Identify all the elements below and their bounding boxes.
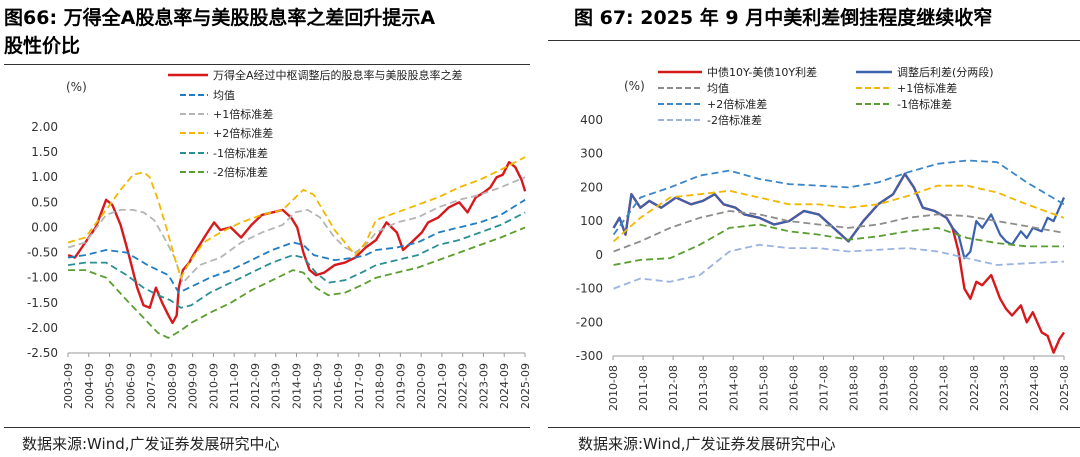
- legend-label-4: -1倍标准差: [213, 146, 268, 160]
- x-tick-label: 2020-09: [415, 363, 428, 409]
- left-source-rule: [4, 427, 530, 428]
- y-tick-label: 0.50: [31, 195, 58, 209]
- series-line-0: [67, 160, 527, 325]
- x-tick-label: 2020-08: [908, 365, 921, 411]
- x-tick-label: 2005-09: [104, 363, 117, 409]
- y-tick-label: -200: [576, 315, 603, 329]
- y-tick-label: 1.50: [31, 145, 58, 159]
- x-tick-label: 2008-09: [166, 363, 179, 409]
- y-tick-label: 2.00: [31, 120, 58, 134]
- x-tick-label: 2003-09: [62, 363, 75, 409]
- series-line-1: [612, 172, 1066, 260]
- y-tick-label: 0: [595, 248, 603, 262]
- x-tick-label: 2016-09: [332, 363, 345, 409]
- x-tick-label: 2024-09: [498, 363, 511, 409]
- x-tick-label: 2019-08: [878, 365, 891, 411]
- legend-label-1: 均值: [213, 89, 235, 102]
- x-tick-label: 2023-08: [998, 365, 1011, 411]
- y-tick-label: -0.50: [27, 246, 58, 260]
- legend-label-2: +1倍标准差: [213, 107, 273, 121]
- x-tick-label: 2014-09: [291, 363, 304, 409]
- x-tick-label: 2021-08: [938, 365, 951, 411]
- right-figure-title: 图 67: 2025 年 9 月中美利差倒挂程度继续收窄: [574, 7, 993, 29]
- right-figure-panel: 图 67: 2025 年 9 月中美利差倒挂程度继续收窄 (%) 400 300 20…: [548, 0, 1080, 457]
- y-axis-unit-label: (%): [624, 79, 645, 93]
- legend-label-5: -1倍标准差: [897, 97, 952, 111]
- legend-label-4: +2倍标准差: [707, 97, 767, 111]
- series-line-3: [613, 184, 1065, 243]
- series-line-4: [612, 159, 1065, 236]
- series-line-5: [613, 223, 1064, 266]
- legend-label-0: 中债10Y-美债10Y利差: [707, 65, 817, 79]
- x-tick-label: 2022-08: [968, 365, 981, 411]
- x-tick-label: 2015-09: [311, 363, 324, 409]
- series-line-4: [67, 211, 526, 309]
- y-tick-label: -100: [576, 282, 603, 296]
- left-title-rule: [4, 64, 530, 65]
- legend-label-6: -2倍标准差: [707, 113, 762, 127]
- right-title-rule: [548, 40, 1080, 41]
- x-tick-label: 2011-09: [228, 363, 241, 409]
- x-tick-label: 2017-08: [817, 365, 830, 411]
- x-tick-label: 2025-09: [519, 363, 532, 409]
- right-source-note: 数据来源:Wind,广发证券发展研究中心: [578, 435, 836, 453]
- x-tick-label: 2017-09: [353, 363, 366, 409]
- x-tick-label: 2018-09: [374, 363, 387, 409]
- right-source-rule: [548, 427, 1080, 428]
- legend-label-2: 均值: [707, 82, 729, 95]
- x-tick-label: 2022-09: [457, 363, 470, 409]
- left-figure-panel: 图66: 万得全A股息率与美股股息率之差回升提示A 股性价比 (%) 2.00 1.…: [0, 0, 532, 457]
- x-tick-label: 2012-08: [667, 365, 680, 411]
- y-tick-label: 0.00: [31, 220, 58, 234]
- x-tick-label: 2018-08: [848, 365, 861, 411]
- y-axis-unit-label: (%): [66, 80, 87, 94]
- x-tick-label: 2024-08: [1028, 365, 1041, 411]
- y-tick-label: -2.00: [27, 321, 58, 335]
- x-tick-label: 2016-08: [787, 365, 800, 411]
- y-tick-label: 200: [580, 180, 603, 194]
- x-tick-label: 2025-08: [1058, 365, 1071, 411]
- y-tick-label: 300: [580, 147, 603, 161]
- left-chart: (%) 2.00 1.50 1.00 0.50 0.00 -0.50 -1.00 -1.50 -2…: [27, 68, 532, 409]
- series-line-5: [68, 226, 526, 339]
- y-tick-label: -300: [576, 349, 603, 363]
- series-line-1: [67, 199, 526, 294]
- left-title-line2: 股性价比: [4, 35, 81, 57]
- y-tick-label: 400: [580, 113, 603, 127]
- x-tick-label: 2011-08: [637, 365, 650, 411]
- y-tick-label: 100: [580, 214, 603, 228]
- y-tick-label: -2.50: [27, 346, 58, 360]
- series-line-2: [67, 176, 526, 284]
- x-tick-label: 2015-08: [757, 365, 770, 411]
- legend-label-1: 调整后利差(分两段): [897, 65, 994, 79]
- x-tick-label: 2019-09: [394, 363, 407, 409]
- right-chart: (%) 400 300 200 100 0 -100 -200 -300 2010-08 2011-…: [576, 65, 1071, 411]
- x-tick-label: 2013-08: [697, 365, 710, 411]
- legend-label-3: +2倍标准差: [213, 126, 273, 140]
- series-line-6: [613, 243, 1065, 290]
- series-line-3: [67, 156, 526, 279]
- left-source-note: 数据来源:Wind,广发证券发展研究中心: [22, 435, 280, 453]
- legend-label-0: 万得全A经过中枢调整后的股息率与美股股息率之差: [213, 68, 463, 82]
- x-tick-label: 2004-09: [83, 363, 96, 409]
- x-tick-label: 2014-08: [727, 365, 740, 411]
- x-tick-label: 2012-09: [249, 363, 262, 409]
- x-tick-label: 2010-09: [207, 363, 220, 409]
- x-tick-label: 2009-09: [187, 363, 200, 409]
- series-line-2: [613, 210, 1065, 253]
- x-tick-label: 2023-09: [477, 363, 490, 409]
- x-tick-label: 2010-08: [607, 365, 620, 411]
- x-tick-label: 2007-09: [145, 363, 158, 409]
- left-title-line1: 图66: 万得全A股息率与美股股息率之差回升提示A: [4, 7, 436, 29]
- x-tick-label: 2021-09: [436, 363, 449, 409]
- x-tick-label: 2006-09: [124, 363, 137, 409]
- left-figure-title: 图66: 万得全A股息率与美股股息率之差回升提示A 股性价比: [4, 4, 435, 60]
- legend-label-5: -2倍标准差: [213, 165, 268, 179]
- y-tick-label: -1.50: [27, 296, 58, 310]
- legend-label-3: +1倍标准差: [897, 81, 957, 95]
- y-tick-label: -1.00: [27, 271, 58, 285]
- x-tick-label: 2013-09: [270, 363, 283, 409]
- y-tick-label: 1.00: [31, 170, 58, 184]
